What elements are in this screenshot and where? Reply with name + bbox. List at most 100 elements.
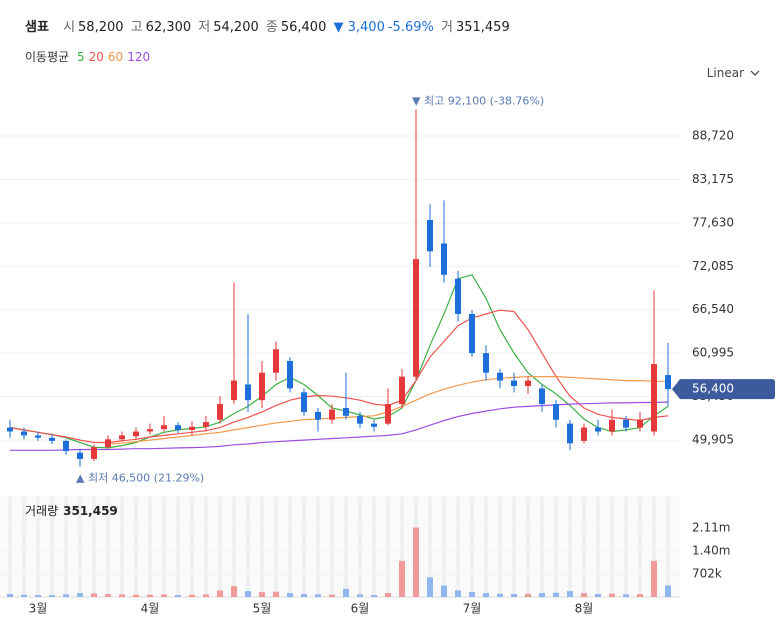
volume-bar xyxy=(189,594,195,597)
volume-bar xyxy=(399,560,405,597)
candle-body xyxy=(385,404,391,424)
candle-body xyxy=(483,353,489,373)
candle-body xyxy=(581,427,587,441)
value: 58,200 xyxy=(78,20,124,35)
candle-body xyxy=(119,435,125,440)
scale-button[interactable]: Linear xyxy=(707,66,760,80)
candle-body xyxy=(175,425,181,430)
volume-bar xyxy=(427,577,433,597)
volume-bar xyxy=(21,594,27,597)
candle-body xyxy=(525,380,531,387)
volume-bar xyxy=(147,594,153,597)
volume-bar xyxy=(455,590,461,597)
volume-bar xyxy=(469,592,475,597)
candle-body xyxy=(21,431,27,436)
y-tick-label: 66,540 xyxy=(692,302,734,316)
ma-legend: 이동평균 5 20 60 120 xyxy=(25,48,154,65)
candle-body xyxy=(427,219,433,252)
candle-body xyxy=(623,419,629,428)
stock-name: 샘표 xyxy=(25,20,49,35)
volume-bar xyxy=(623,594,629,597)
candle-body xyxy=(105,439,111,448)
volume-title: 거래량 xyxy=(25,504,58,518)
candle-body xyxy=(203,422,209,427)
candle-body xyxy=(35,435,41,438)
candle-body xyxy=(651,364,657,432)
y-tick-label: 49,905 xyxy=(692,433,734,447)
volume-bar xyxy=(287,593,293,597)
label: 거 xyxy=(441,20,453,35)
volume-bar xyxy=(49,595,55,597)
candle-body xyxy=(91,447,97,459)
candle-body xyxy=(77,452,83,459)
label: 고 xyxy=(130,20,143,35)
candle-body xyxy=(315,411,321,420)
volume-bar xyxy=(301,594,307,597)
volume-bar xyxy=(553,592,559,597)
candle-body xyxy=(469,313,475,354)
candle-body xyxy=(217,404,223,420)
candle-body xyxy=(511,380,517,387)
x-tick-label: 8월 xyxy=(575,602,594,616)
volume-bar xyxy=(63,594,69,597)
volume-label: 거래량 351,459 xyxy=(25,504,118,518)
volume-bar xyxy=(385,593,391,597)
volume-bar xyxy=(245,591,251,597)
y-tick-label: 83,175 xyxy=(692,172,734,186)
change: ▼ 3,400 xyxy=(333,20,385,35)
x-tick-label: 3월 xyxy=(29,602,48,616)
volume-bar xyxy=(483,593,489,597)
candle-body xyxy=(49,437,55,441)
volume-bar xyxy=(371,595,377,597)
volume-bar xyxy=(497,593,503,597)
candle-body xyxy=(455,278,461,314)
volume-bar xyxy=(119,594,125,597)
chevron xyxy=(750,70,760,76)
y-tick-label: 88,720 xyxy=(692,128,734,142)
volume-bar xyxy=(105,594,111,597)
volume-bar xyxy=(133,594,139,597)
volume-bar xyxy=(77,593,83,597)
volume-bar xyxy=(175,595,181,597)
ma-line xyxy=(9,274,669,449)
candle-body xyxy=(63,440,69,452)
candle-body xyxy=(259,372,265,401)
volume-bar xyxy=(413,527,419,597)
candle-body xyxy=(147,429,153,432)
label: 종 xyxy=(265,20,278,35)
candle-body xyxy=(245,384,251,401)
candle-body xyxy=(231,380,237,401)
candle-body xyxy=(133,431,139,437)
y-tick-label: 77,630 xyxy=(692,215,734,229)
legend-entry: 5 xyxy=(77,50,85,64)
label: 시 xyxy=(63,20,76,35)
ma-line xyxy=(9,309,669,444)
volume-bar xyxy=(567,591,573,597)
candle-body xyxy=(371,423,377,427)
y-tick-label: 1.40m xyxy=(692,544,730,558)
candle-body xyxy=(301,392,307,412)
ma-label: 이동평균 xyxy=(25,50,70,64)
candle-body xyxy=(189,426,195,430)
value: 62,300 xyxy=(145,20,192,35)
quote-header: 샘표 시 58,200 고 62,300 저 54,200 종 56,400 ▼ 3,4… xyxy=(25,16,513,35)
y-tick-label: 702k xyxy=(692,566,722,580)
scale-label: Linear xyxy=(706,66,744,80)
candle-body xyxy=(161,425,167,430)
volume-panel xyxy=(0,496,680,598)
x-tick-label: 5월 xyxy=(253,602,272,616)
volume-bar xyxy=(329,594,335,597)
volume-bar xyxy=(203,594,209,597)
y-tick-label: 60,995 xyxy=(692,346,734,360)
volume-bar xyxy=(273,591,279,597)
volume-bar xyxy=(91,593,97,597)
x-tick-label: 7월 xyxy=(463,602,482,616)
last-price-label: 56,400 xyxy=(692,382,734,396)
volume-bar xyxy=(651,560,657,597)
volume-bar xyxy=(595,594,601,597)
value: 54,200 xyxy=(213,20,259,35)
candle-body xyxy=(567,423,573,444)
candle-body xyxy=(287,360,293,389)
